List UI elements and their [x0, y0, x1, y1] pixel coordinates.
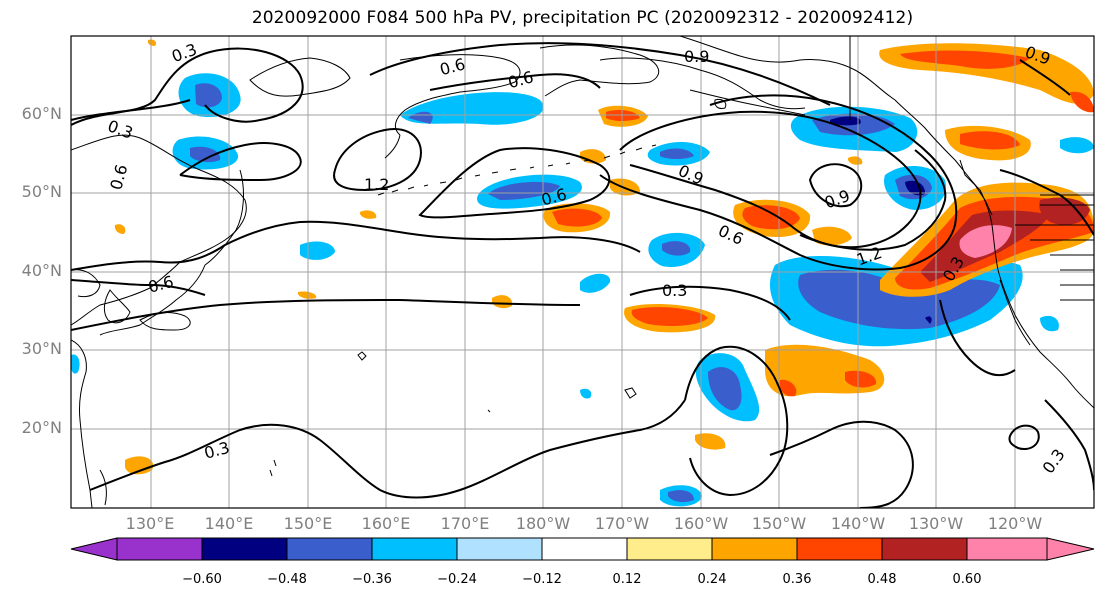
- colorbar-tick-label: 0.36: [782, 572, 812, 587]
- contour-label: 0.3: [662, 281, 687, 300]
- contour-label: 0.3: [202, 438, 232, 463]
- contour-label: 0.6: [106, 162, 131, 192]
- contour-0.3-south: [89, 399, 686, 499]
- graticule: [71, 36, 1094, 508]
- contour-0.6-north: [429, 73, 601, 91]
- lat-label-20n: 20°N: [21, 418, 62, 437]
- colorbar-segment: [796, 537, 883, 561]
- contour-0.6-bering: [418, 147, 611, 219]
- lon-label-150w: 150°W: [751, 514, 807, 533]
- contour-label: 1.2: [364, 175, 389, 194]
- contour-label: 0.3: [169, 40, 199, 67]
- lon-label-120w: 120°W: [987, 514, 1043, 533]
- pv-contours: [71, 42, 1094, 508]
- map-title: 2020092000 F084 500 hPa PV, precipitatio…: [251, 8, 914, 28]
- neg-region-west-small: [300, 241, 335, 260]
- colorbar-arrow-left: [70, 537, 118, 561]
- colorbar-segment: [626, 537, 713, 561]
- colorbar-segment: [371, 537, 458, 561]
- contour-0.3-west: [71, 220, 641, 271]
- lat-label-40n: 40°N: [21, 261, 62, 280]
- contour-0.3-main: [71, 298, 581, 331]
- lon-label-170w: 170°W: [594, 514, 650, 533]
- contour-1.2-gulf: [799, 149, 947, 251]
- contour-hawaii: [684, 345, 789, 497]
- contour-0.9-north: [369, 42, 831, 106]
- colorbar-segment: [456, 537, 543, 561]
- colorbar-segment: [541, 537, 628, 561]
- lon-label-140w: 140°W: [830, 514, 886, 533]
- lon-label-140e: 140°E: [204, 514, 254, 533]
- colorbar-tick-label: −0.24: [437, 572, 477, 587]
- lat-label-50n: 50°N: [21, 182, 62, 201]
- contour-0.3-sub: [629, 285, 791, 321]
- colorbar-segment: [881, 537, 968, 561]
- colorbar-segment: [116, 537, 203, 561]
- neg-region-small-a: [580, 273, 611, 293]
- contour-0.9-small: [808, 163, 863, 208]
- colorbar-tick-label: 0.60: [952, 572, 982, 587]
- precip-shading: [71, 39, 1094, 507]
- lat-label-60n: 60°N: [21, 104, 62, 123]
- lon-label-160e: 160°E: [361, 514, 411, 533]
- colorbar-segment: [966, 537, 1048, 561]
- lat-label-30n: 30°N: [21, 339, 62, 358]
- contour-label: 0.9: [822, 186, 852, 213]
- contour-0.9-gulf: [619, 110, 922, 249]
- colorbar: [70, 537, 1095, 561]
- colorbar-tick-label: 0.24: [697, 572, 727, 587]
- lon-label-160w: 160°W: [673, 514, 729, 533]
- colorbar-segment: [711, 537, 798, 561]
- plot-frame: [70, 35, 1095, 509]
- lon-label-150e: 150°E: [283, 514, 333, 533]
- contour-label: 0.3: [105, 116, 135, 143]
- neg-region-kamchatka: [400, 92, 544, 125]
- contour-label: 0.9: [684, 47, 709, 66]
- contour-1.2-kamchatka: [333, 128, 422, 192]
- contour-0.3-north: [71, 47, 304, 126]
- contour-0.6-gulf: [599, 94, 958, 271]
- colorbar-tick-label: −0.48: [267, 572, 307, 587]
- colorbar-tick-label: −0.60: [182, 572, 222, 587]
- contour-0.6-west: [71, 279, 206, 296]
- colorbar-tick-label: 0.12: [612, 572, 642, 587]
- lon-label-170e: 170°E: [440, 514, 490, 533]
- contour-label: 0.6: [506, 67, 536, 92]
- lon-label-130w: 130°W: [908, 514, 964, 533]
- contour-label: 0.6: [438, 54, 468, 79]
- contour-label: 0.3: [1039, 445, 1069, 477]
- colorbar-arrow-right: [1046, 537, 1095, 561]
- coastlines: [71, 36, 1094, 508]
- colorbar-segment: [201, 537, 288, 561]
- colorbar-tick-label: −0.36: [352, 572, 392, 587]
- contour-0.6-okhotsk: [179, 142, 302, 182]
- colorbar-segment: [286, 537, 373, 561]
- contour-0.3-far-east: [939, 299, 1016, 377]
- contour-0.3-east: [769, 420, 914, 508]
- lon-label-180w: 180°W: [515, 514, 571, 533]
- lon-label-130e: 130°E: [125, 514, 175, 533]
- colorbar-tick-label: 0.48: [867, 572, 897, 587]
- colorbar-tick-label: −0.12: [522, 572, 562, 587]
